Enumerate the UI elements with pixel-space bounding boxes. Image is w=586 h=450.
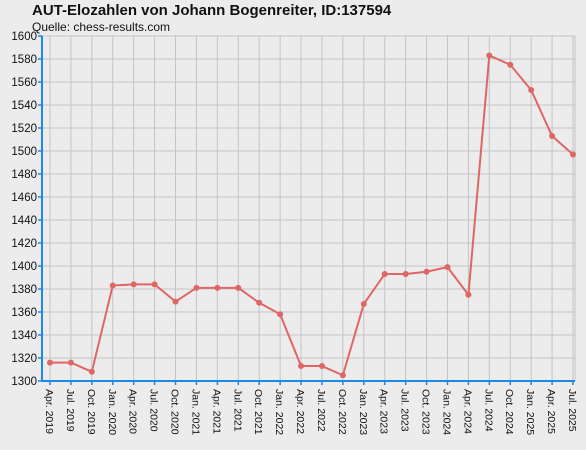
- series-line: [50, 54, 574, 377]
- x-tick-label: Jul. 2024: [482, 389, 494, 432]
- x-tick-label: Jan. 2020: [106, 389, 118, 435]
- data-point: [444, 264, 451, 271]
- x-tick-label: Apr. 2020: [127, 389, 139, 434]
- y-tick-label: 1520: [11, 123, 37, 135]
- x-tick-label: Jan. 2022: [273, 389, 285, 435]
- data-point: [486, 52, 493, 59]
- y-tick-label: 1500: [11, 146, 37, 158]
- data-point: [381, 271, 388, 278]
- x-tick-label: Apr. 2021: [210, 389, 222, 434]
- y-tick-label: 1320: [11, 353, 37, 365]
- x-tick-label: Oct. 2021: [252, 389, 264, 435]
- x-tick-label: Jan. 2025: [524, 389, 536, 435]
- data-point: [465, 291, 472, 298]
- data-point: [235, 284, 242, 291]
- data-point: [528, 87, 535, 94]
- data-point: [298, 363, 305, 370]
- x-tick-label: Jul. 2023: [399, 389, 411, 432]
- data-point: [47, 359, 53, 366]
- y-tick-label: 1340: [11, 330, 37, 342]
- x-tick-label: Jul. 2025: [566, 389, 578, 432]
- x-tick-label: Oct. 2024: [503, 389, 515, 435]
- y-tick-label: 1380: [11, 284, 37, 296]
- x-tick-label: Apr. 2019: [43, 389, 55, 434]
- y-tick-label: 1480: [11, 169, 37, 181]
- data-point: [277, 311, 284, 318]
- y-tick-label: 1400: [11, 261, 37, 273]
- data-point: [549, 133, 556, 140]
- x-tick-label: Apr. 2022: [294, 389, 306, 434]
- x-tick-label: Jan. 2021: [189, 389, 201, 435]
- x-tick-label: Jul. 2022: [315, 389, 327, 432]
- data-point: [256, 299, 263, 306]
- data-point: [360, 300, 367, 307]
- y-tick-label: 1580: [11, 54, 37, 66]
- plot-area: [42, 36, 575, 381]
- y-tick-label: 1300: [11, 376, 37, 388]
- y-tick-label: 1460: [11, 192, 37, 204]
- data-point: [67, 359, 74, 366]
- data-point: [570, 151, 576, 158]
- x-tick-label: Apr. 2023: [378, 389, 390, 434]
- x-tick-label: Apr. 2025: [545, 389, 557, 434]
- x-tick-label: Oct. 2023: [420, 389, 432, 435]
- x-tick-label: Oct. 2019: [85, 389, 97, 435]
- x-tick-label: Jan. 2024: [440, 389, 452, 435]
- x-tick-label: Jul. 2021: [231, 389, 243, 432]
- x-tick-label: Jul. 2019: [64, 389, 76, 432]
- data-point: [507, 61, 514, 68]
- x-tick-label: Jul. 2020: [148, 389, 160, 432]
- data-point: [151, 281, 158, 288]
- data-point: [339, 372, 346, 379]
- y-tick-label: 1440: [11, 215, 37, 227]
- data-point: [214, 284, 221, 291]
- x-tick-label: Jan. 2023: [357, 389, 369, 435]
- data-point: [423, 268, 430, 275]
- data-point: [109, 282, 116, 289]
- y-tick-label: 1540: [11, 100, 37, 112]
- data-point: [88, 368, 95, 375]
- data-point: [402, 271, 409, 278]
- data-point: [193, 284, 200, 291]
- y-tick-label: 1360: [11, 307, 37, 319]
- y-tick-label: 1600: [11, 31, 37, 43]
- y-tick-label: 1420: [11, 238, 37, 250]
- x-tick-label: Apr. 2024: [461, 389, 473, 434]
- data-point: [172, 298, 179, 305]
- chart-title: AUT-Elozahlen von Johann Bogenreiter, ID…: [32, 2, 392, 19]
- x-tick-label: Oct. 2022: [336, 389, 348, 435]
- data-point: [318, 363, 325, 370]
- x-tick-label: Oct. 2020: [169, 389, 181, 435]
- y-tick-label: 1560: [11, 77, 37, 89]
- data-point: [130, 281, 137, 288]
- chart-subtitle: Quelle: chess-results.com: [32, 20, 171, 34]
